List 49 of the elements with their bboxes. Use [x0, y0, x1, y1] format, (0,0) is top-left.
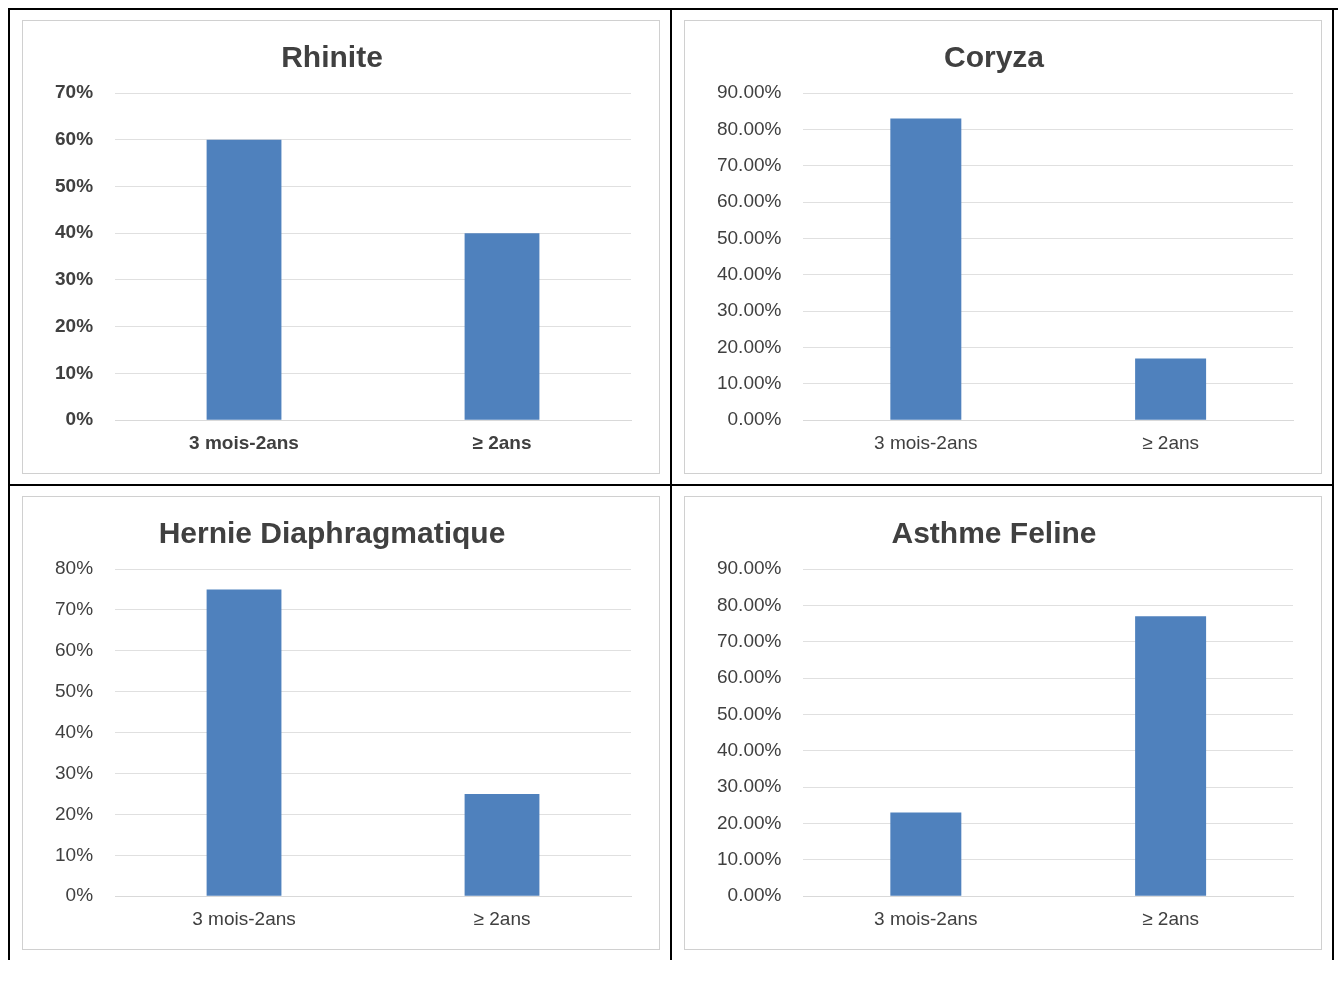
y-tick-label: 60.00% — [716, 190, 782, 212]
y-tick-label: 10% — [55, 361, 94, 383]
x-tick-label: ≥ 2ans — [472, 431, 532, 453]
y-tick-label: 40% — [55, 221, 94, 243]
y-tick-label: 40% — [55, 720, 94, 742]
x-tick-label: 3 mois-2ans — [874, 907, 978, 929]
y-tick-label: 50.00% — [716, 226, 782, 248]
y-tick-label: 10.00% — [716, 848, 782, 870]
y-tick-label: 0% — [65, 884, 94, 906]
y-tick-label: 20.00% — [716, 335, 782, 357]
y-tick-label: 40.00% — [716, 263, 782, 285]
y-tick-label: 20% — [55, 802, 94, 824]
y-tick-label: 70.00% — [716, 153, 782, 175]
y-tick-label: 50% — [55, 174, 94, 196]
x-tick-label: ≥ 2ans — [1142, 431, 1200, 453]
y-tick-label: 30% — [55, 268, 94, 290]
y-tick-label: 70.00% — [716, 629, 782, 651]
y-tick-label: 0.00% — [727, 884, 782, 906]
y-tick-label: 80% — [55, 557, 94, 579]
y-tick-label: 70% — [55, 81, 94, 103]
y-tick-label: 50.00% — [716, 702, 782, 724]
chart-title: Rhinite — [281, 40, 383, 74]
y-tick-label: 90.00% — [716, 557, 782, 579]
chart-title: Asthme Feline — [891, 516, 1097, 550]
chart-title: Hernie Diaphragmatique — [158, 516, 506, 550]
chart-title: Coryza — [943, 40, 1045, 74]
y-tick-label: 80.00% — [716, 117, 782, 139]
y-tick-label: 10.00% — [716, 372, 782, 394]
x-tick-label: 3 mois-2ans — [874, 431, 978, 453]
y-tick-label: 0.00% — [727, 408, 782, 430]
y-tick-label: 0% — [65, 408, 94, 430]
y-tick-label: 10% — [55, 843, 94, 865]
y-tick-label: 70% — [55, 598, 94, 620]
x-tick-label: 3 mois-2ans — [189, 431, 299, 453]
y-tick-label: 40.00% — [716, 739, 782, 761]
y-tick-label: 20.00% — [716, 811, 782, 833]
y-tick-label: 30.00% — [716, 299, 782, 321]
y-tick-label: 20% — [55, 314, 94, 336]
y-tick-label: 60.00% — [716, 666, 782, 688]
x-tick-label: ≥ 2ans — [473, 907, 531, 929]
y-tick-label: 90.00% — [716, 81, 782, 103]
y-tick-label: 60% — [55, 127, 94, 149]
y-tick-label: 50% — [55, 679, 94, 701]
y-tick-label: 30% — [55, 761, 94, 783]
x-tick-label: ≥ 2ans — [1142, 907, 1200, 929]
y-tick-label: 60% — [55, 639, 94, 661]
y-tick-label: 30.00% — [716, 775, 782, 797]
x-tick-label: 3 mois-2ans — [192, 907, 296, 929]
y-tick-label: 80.00% — [716, 593, 782, 615]
